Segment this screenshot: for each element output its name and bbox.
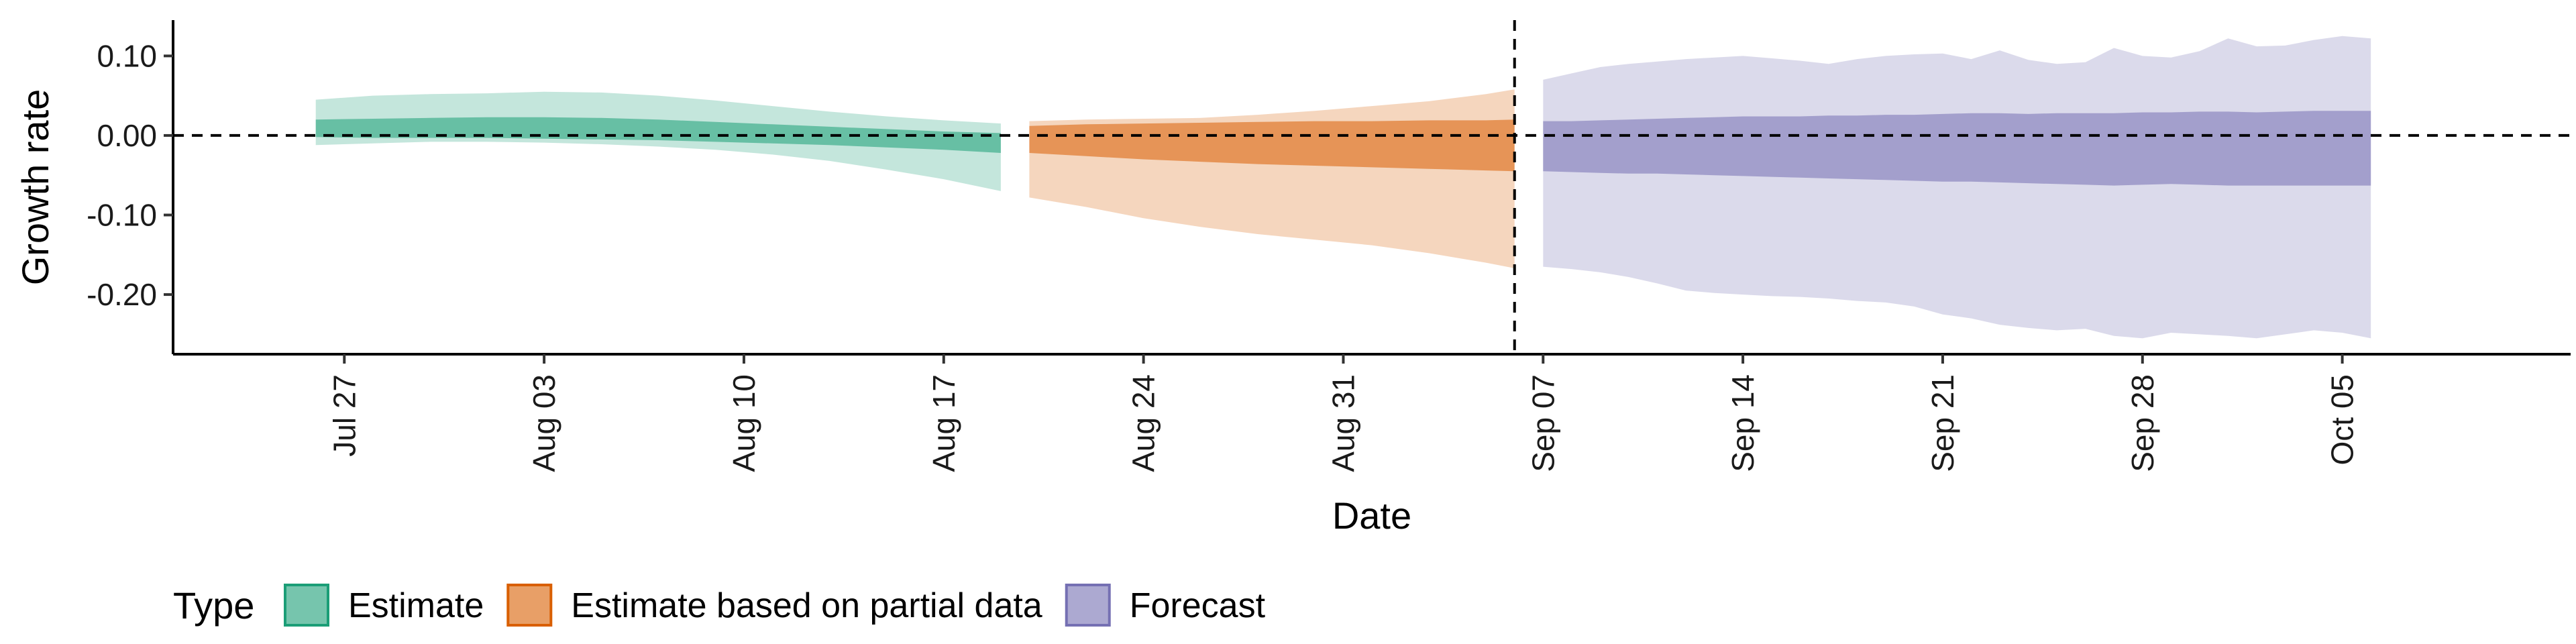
y-tick-label: 0.10 [97,38,157,73]
axes-layer: 0.10 0.00 -0.10 -0.20 Jul 27 Aug 03 Aug 10 Aug … [14,20,2571,537]
legend: Type Estimate Estimate based on partial da… [173,584,1266,627]
x-tick-label: Jul 27 [327,374,362,457]
reference-lines [173,20,2571,354]
x-tick-label: Aug 10 [727,374,761,472]
legend-label-estimate-based-on-partial-data: Estimate based on partial data [571,586,1042,625]
legend-label-estimate: Estimate [348,586,484,625]
x-tick-label: Sep 14 [1725,374,1760,472]
legend-swatch-forecast [1065,584,1111,627]
bands-layer [315,36,2371,339]
x-tick-label: Aug 03 [527,374,561,472]
band-50-forecast [1543,111,2371,186]
x-tick-label: Sep 28 [2125,374,2160,472]
x-tick-label: Aug 31 [1326,374,1361,472]
y-axis-title: Growth rate [14,89,56,286]
band-90-forecast [1543,36,2371,339]
legend-swatch-estimate-based-on-partial-data [506,584,553,627]
legend-swatch-estimate [284,584,329,627]
y-tick-label: 0.00 [97,118,157,153]
x-tick-label: Sep 07 [1525,374,1560,472]
x-tick-label: Aug 24 [1126,374,1161,472]
x-tick-label: Sep 21 [1925,374,1960,472]
x-tick-label: Oct 05 [2325,374,2360,466]
y-tick-label: -0.10 [87,198,157,233]
band-50-estimate-based-on-partial-data [1029,119,1515,172]
x-axis-title: Date [1332,494,1411,537]
band-90-estimate [315,91,1001,191]
y-tick-label: -0.20 [87,277,157,312]
band-90-estimate-based-on-partial-data [1029,89,1515,268]
legend-label-forecast: Forecast [1130,586,1266,625]
band-50-estimate [315,117,1001,153]
x-tick-label: Aug 17 [926,374,961,472]
legend-title: Type [173,584,254,627]
